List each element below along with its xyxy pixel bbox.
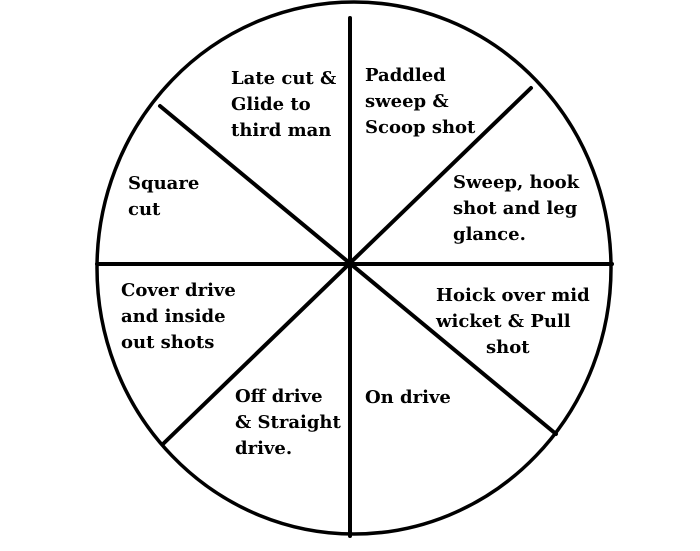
sector-on-drive: On drive: [365, 387, 451, 408]
sector-late-cut: Late cut & Glide to third man: [231, 68, 336, 141]
sector-label-line: On drive: [365, 387, 451, 408]
sector-label-line: Cover drive: [121, 280, 236, 301]
sector-hoick: Hoick over mid wicket & Pull shot: [435, 285, 590, 358]
divider-diagonal-ne-sw: [161, 86, 533, 446]
sector-off-drive: Off drive & Straight drive.: [235, 386, 341, 459]
sector-paddled-sweep: Paddled sweep & Scoop shot: [365, 65, 476, 138]
sector-label-line: Off drive: [235, 386, 323, 407]
sector-label-line: & Straight: [235, 412, 341, 433]
sector-label-line: out shots: [121, 332, 214, 353]
sector-label-line: sweep &: [365, 91, 449, 112]
sector-square-cut: Square cut: [128, 173, 199, 220]
sector-label-line: shot: [486, 337, 530, 358]
sector-labels: Late cut & Glide to third man Paddled sweep …: [121, 65, 590, 459]
divider-diagonal-nw-se: [158, 104, 558, 436]
sector-label-line: cut: [128, 199, 161, 220]
sector-label-line: wicket & Pull: [435, 311, 571, 332]
sector-cover-drive: Cover drive and inside out shots: [121, 280, 236, 353]
sector-label-line: Late cut &: [231, 68, 336, 89]
sector-label-line: third man: [231, 120, 331, 141]
sector-label-line: Square: [128, 173, 199, 194]
sector-label-line: Paddled: [365, 65, 446, 86]
sector-label-line: drive.: [235, 438, 292, 459]
sector-label-line: shot and leg: [453, 198, 578, 219]
sector-label-line: Glide to: [231, 94, 311, 115]
sector-label-line: glance.: [453, 224, 526, 245]
sector-label-line: Scoop shot: [365, 117, 476, 138]
sector-sweep-hook: Sweep, hook shot and leg glance.: [453, 172, 580, 245]
sector-label-line: and inside: [121, 306, 226, 327]
sector-label-line: Hoick over mid: [436, 285, 590, 306]
sector-label-line: Sweep, hook: [453, 172, 580, 193]
